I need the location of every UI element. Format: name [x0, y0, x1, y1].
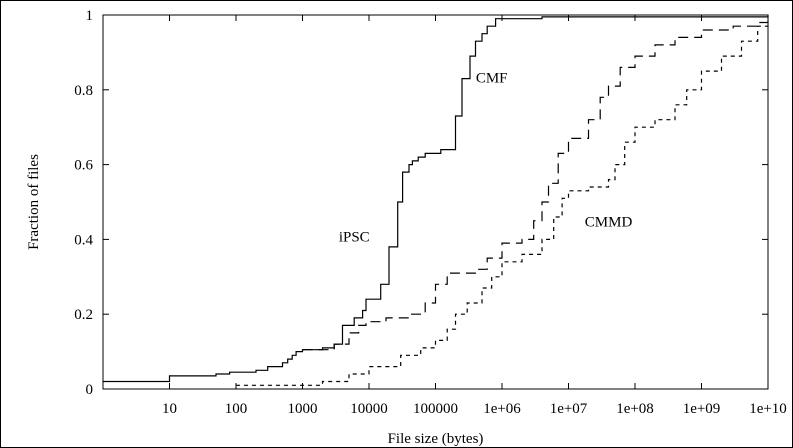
- series-layer: [103, 15, 769, 386]
- y-tick-label: 0.8: [74, 83, 93, 99]
- x-tick-label: 1e+09: [683, 401, 721, 417]
- x-tick-label: 10000: [350, 401, 388, 417]
- series-label-cmmd: CMMD: [585, 214, 633, 230]
- x-tick-label: 10: [162, 401, 177, 417]
- axis-ticks: 10 100 1000 10000 100000 1e+06 1e+07 1e+08 1e+09…: [74, 8, 787, 417]
- x-tick-label: 1e+06: [483, 401, 521, 417]
- plot-area: [102, 14, 769, 390]
- series-line-ipsc: [103, 15, 769, 383]
- series-line-cmmd: [236, 20, 769, 386]
- series-line-cmf: [302, 20, 769, 351]
- y-axis-title: Fraction of files: [26, 154, 42, 250]
- y-tick-label: 0.6: [74, 158, 93, 174]
- x-tick-label: 100: [225, 401, 248, 417]
- x-tick-label: 1000: [288, 401, 318, 417]
- x-tick-label: 1e+08: [616, 401, 654, 417]
- series-label-ipsc: iPSC: [339, 229, 370, 245]
- series-label-cmf: CMF: [476, 70, 508, 86]
- y-tick-label: 0: [86, 382, 94, 398]
- x-tick-label: 100000: [413, 401, 458, 417]
- x-axis-title: File size (bytes): [388, 431, 484, 447]
- series-labels: iPSC CMF CMMD: [339, 70, 633, 245]
- y-tick-label: 1: [86, 8, 94, 24]
- y-tick-label: 0.2: [74, 307, 93, 323]
- y-tick-label: 0.4: [74, 232, 93, 248]
- x-tick-label: 1e+10: [749, 401, 787, 417]
- x-tick-label: 1e+07: [550, 401, 588, 417]
